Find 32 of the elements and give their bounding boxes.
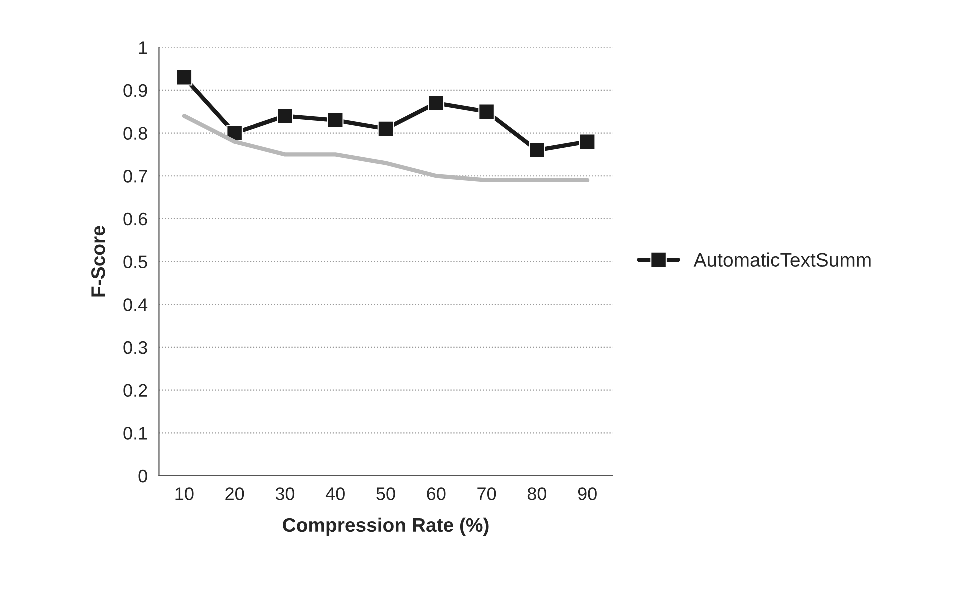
x-tick-label: 20 bbox=[226, 488, 244, 500]
y-tick-label: 0.9 bbox=[124, 84, 148, 98]
x-tick-label: 10 bbox=[176, 488, 194, 500]
point bbox=[579, 134, 596, 150]
x-tick-label: 90 bbox=[578, 488, 597, 500]
x-axis-title: Compression Rate (%) bbox=[283, 518, 489, 536]
point bbox=[176, 69, 193, 86]
y-tick-label: 0.8 bbox=[124, 127, 148, 140]
legend-label: AutomaticTextSumm bbox=[694, 252, 871, 268]
y-tick-label: 0.2 bbox=[124, 384, 148, 398]
y-tick-label: 0.3 bbox=[124, 341, 148, 354]
point bbox=[378, 120, 394, 138]
y-tick-label: 0.6 bbox=[124, 212, 148, 226]
x-tick-label: 40 bbox=[326, 488, 345, 500]
point bbox=[327, 112, 344, 129]
line-series bbox=[182, 114, 590, 182]
x-tick-label: 50 bbox=[376, 488, 396, 500]
y-tick-label: 1 bbox=[139, 42, 148, 54]
x-tick-label: 70 bbox=[478, 488, 496, 500]
x-tick-label: 60 bbox=[427, 488, 446, 500]
point bbox=[478, 104, 495, 120]
point bbox=[277, 108, 294, 124]
y-tick-label: 0.1 bbox=[124, 427, 148, 440]
y-tick-label: 0.7 bbox=[124, 170, 148, 183]
point bbox=[529, 142, 546, 159]
y-tick-label: 0 bbox=[138, 470, 148, 483]
y-axis-title: F-Score bbox=[92, 226, 106, 297]
y-tick-label: 0.5 bbox=[124, 256, 148, 269]
point bbox=[428, 95, 445, 112]
x-tick-label: 80 bbox=[528, 488, 547, 500]
y-tick-label: 0.4 bbox=[124, 298, 148, 312]
x-tick-label: 30 bbox=[276, 488, 295, 500]
